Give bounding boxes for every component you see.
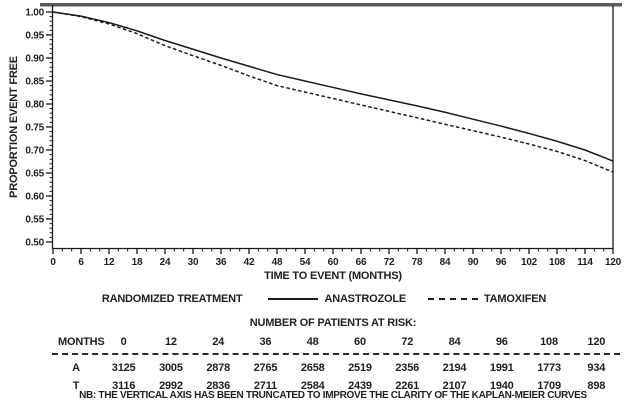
series-line-anastrozole (52, 11, 614, 162)
y-axis-title: PROPORTION EVENT FREE (8, 56, 20, 198)
risk-table-value: 2519 (348, 362, 372, 374)
risk-table-value: 2836 (206, 380, 230, 392)
svg-text:18: 18 (132, 257, 143, 268)
svg-text:0: 0 (50, 257, 56, 268)
risk-table-value: 2765 (253, 362, 278, 374)
km-plot-canvas: 1.00 0.95 0.90 0.85 0.80 0.75 0.70 0.65 0.60 0.55… (25, 3, 622, 268)
risk-table-value: 2878 (206, 362, 230, 374)
risk-table-value: 2107 (442, 380, 467, 392)
risk-table-month-col: 84 (448, 336, 461, 348)
svg-text:66: 66 (356, 257, 367, 268)
risk-table-value: 2584 (300, 380, 325, 392)
svg-text:12: 12 (104, 257, 115, 268)
x-axis-ticks: 0 6 12 18 24 30 36 42 48 54 60 66 72 78 84 90 96 102 108 11… (50, 248, 622, 268)
risk-table-value: 3005 (159, 362, 183, 374)
series-line-tamoxifen (52, 11, 614, 173)
risk-table-value: 2658 (300, 362, 325, 374)
risk-table-month-col: 96 (495, 336, 508, 348)
risk-table-month-col: 60 (354, 336, 366, 348)
risk-table-row-label: T (72, 380, 80, 392)
risk-table-value: 2439 (348, 380, 372, 392)
svg-text:120: 120 (605, 257, 622, 268)
risk-table-value: 1773 (537, 362, 561, 374)
svg-text:24: 24 (160, 257, 171, 268)
svg-text:42: 42 (244, 257, 255, 268)
svg-text:0.60: 0.60 (25, 192, 44, 203)
risk-table-month-col: 120 (587, 336, 606, 348)
svg-text:78: 78 (412, 257, 423, 268)
truncation-footnote: NB: THE VERTICAL AXIS HAS BEEN TRUNCATED… (79, 390, 587, 401)
risk-table-month-col: 36 (259, 336, 272, 348)
risk-table-month-col: 0 (120, 336, 127, 348)
dashed-line-icon (427, 298, 478, 300)
svg-text:60: 60 (328, 257, 339, 268)
svg-text:48: 48 (272, 257, 283, 268)
risk-table-value: 2194 (442, 362, 467, 374)
svg-text:102: 102 (521, 257, 538, 268)
risk-table-value: 934 (587, 362, 606, 374)
svg-text:84: 84 (440, 257, 451, 268)
risk-table-value: 3116 (112, 380, 136, 392)
x-axis-title: TIME TO EVENT (MONTHS) (264, 270, 402, 282)
legend-title: RANDOMIZED TREATMENT (101, 293, 243, 305)
svg-text:108: 108 (549, 257, 566, 268)
svg-text:0.50: 0.50 (25, 238, 44, 249)
risk-table-month-col: 108 (540, 336, 558, 348)
legend-label-tamoxifen: TAMOXIFEN (483, 293, 547, 305)
solid-line-icon (268, 298, 319, 300)
risk-table-row-t: T 3116 2992 2836 2711 2584 2439 2261 2107 1940 170… (52, 377, 620, 395)
risk-table-value: 1709 (537, 380, 561, 392)
risk-table-row-label: A (72, 362, 80, 374)
risk-table-body: A 3125 3005 2878 2765 2658 2519 2356 2194 1991 177… (52, 359, 620, 395)
svg-text:36: 36 (216, 257, 227, 268)
risk-table-months-header: MONTHS (58, 336, 105, 348)
risk-table-value: 898 (587, 380, 606, 392)
risk-table-month-col: 12 (164, 336, 177, 348)
svg-text:6: 6 (78, 257, 84, 268)
svg-text:30: 30 (188, 257, 199, 268)
svg-text:90: 90 (468, 257, 479, 268)
risk-table-value: 2992 (159, 380, 183, 392)
svg-text:114: 114 (577, 257, 593, 268)
svg-text:0.55: 0.55 (25, 215, 44, 226)
risk-table-header-row: MONTHS 0 12 24 36 48 60 72 84 96 108 120 (52, 334, 620, 350)
y-axis-ticks: 1.00 0.95 0.90 0.85 0.80 0.75 0.70 0.65 0.60 0.55… (25, 8, 53, 249)
risk-table-value: 1940 (489, 380, 514, 392)
risk-table-value: 2261 (395, 380, 420, 392)
risk-table-value: 2356 (395, 362, 420, 374)
risk-table-value: 3125 (111, 362, 136, 374)
legend: RANDOMIZED TREATMENT ANASTROZOLE TAMOXIF… (12, 293, 624, 305)
svg-text:1.00: 1.00 (25, 8, 44, 19)
risk-table-separator (52, 353, 620, 355)
svg-text:54: 54 (300, 257, 311, 268)
plot-frame (40, 3, 622, 250)
risk-table-month-col: 24 (212, 336, 225, 348)
risk-table: MONTHS 0 12 24 36 48 60 72 84 96 108 120 A 3125 3005 2… (52, 334, 620, 395)
legend-item-anastrozole: ANASTROZOLE (268, 293, 406, 305)
legend-item-tamoxifen: TAMOXIFEN (427, 293, 547, 305)
svg-text:0.80: 0.80 (25, 100, 44, 111)
svg-text:72: 72 (384, 257, 395, 268)
legend-label-anastrozole: ANASTROZOLE (324, 293, 406, 305)
risk-table-value: 2711 (253, 380, 277, 392)
svg-text:96: 96 (496, 257, 507, 268)
risk-table-month-col: 48 (306, 336, 319, 348)
svg-text:0.95: 0.95 (25, 31, 44, 42)
risk-table-month-col: 72 (401, 336, 414, 348)
svg-text:0.85: 0.85 (25, 77, 44, 88)
svg-text:0.70: 0.70 (25, 146, 44, 157)
svg-text:0.75: 0.75 (25, 123, 44, 134)
risk-table-row-a: A 3125 3005 2878 2765 2658 2519 2356 2194 1991 177… (52, 359, 620, 377)
risk-table-value: 1991 (489, 362, 514, 374)
svg-text:0.65: 0.65 (25, 169, 44, 180)
risk-table-title: NUMBER OF PATIENTS AT RISK: (249, 317, 417, 329)
svg-text:0.90: 0.90 (25, 54, 44, 65)
